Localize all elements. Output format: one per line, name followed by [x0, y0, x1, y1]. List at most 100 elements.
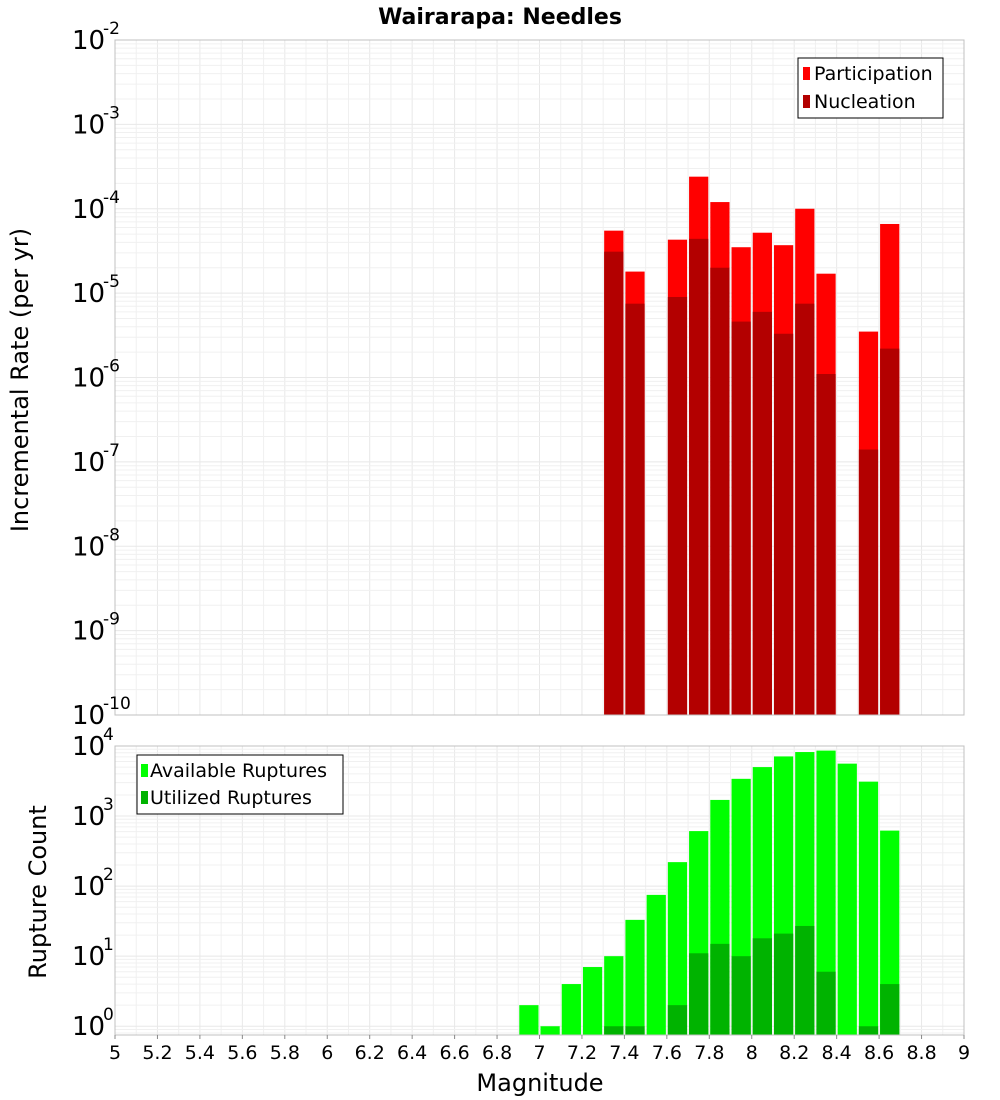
- x-tick-label: 5.2: [142, 1042, 172, 1064]
- rate-y-tick-label: 10-6: [72, 357, 120, 394]
- count-y-axis-title: Rupture Count: [24, 805, 52, 979]
- legend-label-nucleation: Nucleation: [814, 91, 916, 113]
- rate-y-tick-label: 10-5: [72, 272, 120, 309]
- utilized-ruptures-bar: [604, 1026, 624, 1035]
- available-ruptures-bar: [816, 750, 836, 1035]
- nucleation-bar: [752, 311, 772, 715]
- nucleation-bar: [731, 321, 751, 715]
- count-y-tick-exponent: 1: [103, 935, 114, 955]
- rate-plot-frame: [114, 39, 965, 716]
- x-tick-label: 8: [746, 1042, 758, 1064]
- available-ruptures-bar: [858, 781, 879, 1035]
- legend-label-utilized: Utilized Ruptures: [150, 787, 312, 809]
- x-tick-label: 5.4: [185, 1042, 215, 1064]
- nucleation-bar: [710, 267, 730, 715]
- legend-swatch-utilized: [141, 791, 148, 804]
- rate-y-tick-label: 10-2: [72, 19, 120, 56]
- x-tick-label: 7: [533, 1042, 545, 1064]
- available-ruptures-bar: [582, 967, 603, 1035]
- count-y-tick-label: 103: [72, 795, 114, 832]
- x-tick-label: 9: [958, 1042, 970, 1064]
- rate-y-tick-exponent: -6: [103, 357, 120, 377]
- x-tick-label: 7.2: [567, 1042, 597, 1064]
- nucleation-bar: [795, 303, 815, 715]
- rate-y-tick-label: 10-8: [72, 525, 120, 562]
- nucleation-bar: [604, 251, 624, 715]
- rate-y-tick-label: 10-3: [72, 103, 120, 140]
- chart-title: Wairarapa: Needles: [378, 5, 622, 30]
- x-tick-label: 6.8: [482, 1042, 512, 1064]
- rate-y-tick-exponent: -9: [103, 610, 120, 630]
- available-ruptures-bar: [604, 956, 624, 1035]
- rate-y-tick-base: 10: [72, 617, 105, 647]
- utilized-ruptures-bar: [689, 953, 709, 1035]
- utilized-ruptures-bar: [858, 1026, 879, 1035]
- rate-y-tick-exponent: -3: [103, 103, 120, 123]
- available-ruptures-bar: [540, 1026, 560, 1035]
- rate-y-tick-base: 10: [72, 532, 105, 562]
- rate-y-tick-exponent: -8: [103, 525, 120, 545]
- x-tick-label: 6: [321, 1042, 333, 1064]
- x-tick-label: 7.6: [652, 1042, 682, 1064]
- x-tick-label: 5.6: [227, 1042, 257, 1064]
- count-y-tick-base: 10: [72, 1012, 105, 1042]
- nucleation-bar: [880, 348, 900, 715]
- available-ruptures-bar: [561, 984, 581, 1035]
- legend-swatch-nucleation: [803, 95, 810, 108]
- rate-y-tick-exponent: -10: [103, 694, 131, 714]
- rate-y-tick-base: 10: [72, 195, 105, 225]
- rate-legend: Participation Nucleation: [797, 57, 944, 119]
- count-y-tick-exponent: 3: [103, 795, 114, 815]
- legend-label-participation: Participation: [814, 63, 933, 85]
- rate-y-tick-label: 10-9: [72, 610, 120, 647]
- count-y-tick-label: 101: [72, 935, 114, 972]
- utilized-ruptures-bar: [795, 925, 815, 1035]
- nucleation-bar: [773, 333, 794, 715]
- rate-y-tick-base: 10: [72, 701, 105, 731]
- count-legend: Available Ruptures Utilized Ruptures: [136, 754, 344, 815]
- nucleation-bar: [689, 238, 709, 715]
- rate-y-tick-base: 10: [72, 26, 105, 56]
- nucleation-bar: [858, 449, 879, 715]
- nucleation-bar: [816, 374, 836, 715]
- count-y-tick-base: 10: [72, 872, 105, 902]
- legend-swatch-available: [141, 764, 148, 777]
- rate-y-tick-base: 10: [72, 448, 105, 478]
- count-y-tick-label: 100: [72, 1005, 114, 1042]
- nucleation-bar: [667, 296, 688, 715]
- rate-y-tick-label: 10-7: [72, 441, 120, 478]
- utilized-ruptures-bar: [752, 938, 772, 1035]
- utilized-ruptures-bar: [731, 956, 751, 1035]
- available-ruptures-bar: [625, 919, 645, 1035]
- utilized-ruptures-bar: [816, 971, 836, 1035]
- utilized-ruptures-bar: [625, 1026, 645, 1035]
- rate-y-tick-exponent: -5: [103, 272, 120, 292]
- rate-y-tick-exponent: -7: [103, 441, 120, 461]
- utilized-ruptures-bar: [773, 933, 794, 1035]
- utilized-ruptures-bar: [710, 943, 730, 1035]
- rate-y-tick-base: 10: [72, 279, 105, 309]
- x-tick-label: 7.8: [694, 1042, 724, 1064]
- count-y-tick-base: 10: [72, 942, 105, 972]
- rate-y-tick-label: 10-10: [72, 694, 131, 731]
- count-y-tick-exponent: 4: [103, 725, 114, 745]
- x-tick-label: 5.8: [270, 1042, 300, 1064]
- count-y-tick-label: 102: [72, 865, 114, 902]
- x-tick-label: 6.6: [439, 1042, 469, 1064]
- x-tick-label: 8.6: [864, 1042, 894, 1064]
- utilized-ruptures-bar: [880, 984, 900, 1035]
- x-tick-label: 8.4: [822, 1042, 852, 1064]
- rate-y-axis-title: Incremental Rate (per yr): [6, 228, 34, 532]
- count-y-tick-exponent: 2: [103, 865, 114, 885]
- available-ruptures-bar: [519, 1005, 539, 1035]
- x-tick-label: 5: [109, 1042, 121, 1064]
- available-ruptures-bar: [880, 830, 900, 1035]
- nucleation-bar: [625, 303, 645, 715]
- count-y-tick-label: 104: [72, 725, 114, 762]
- x-axis-title: Magnitude: [476, 1069, 603, 1097]
- available-ruptures-bar: [646, 894, 666, 1035]
- x-tick-label: 8.2: [779, 1042, 809, 1064]
- rate-y-tick-base: 10: [72, 110, 105, 140]
